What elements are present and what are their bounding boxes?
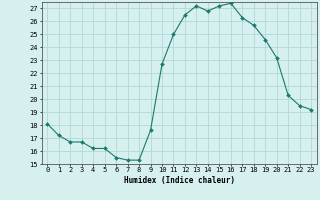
X-axis label: Humidex (Indice chaleur): Humidex (Indice chaleur) — [124, 176, 235, 185]
